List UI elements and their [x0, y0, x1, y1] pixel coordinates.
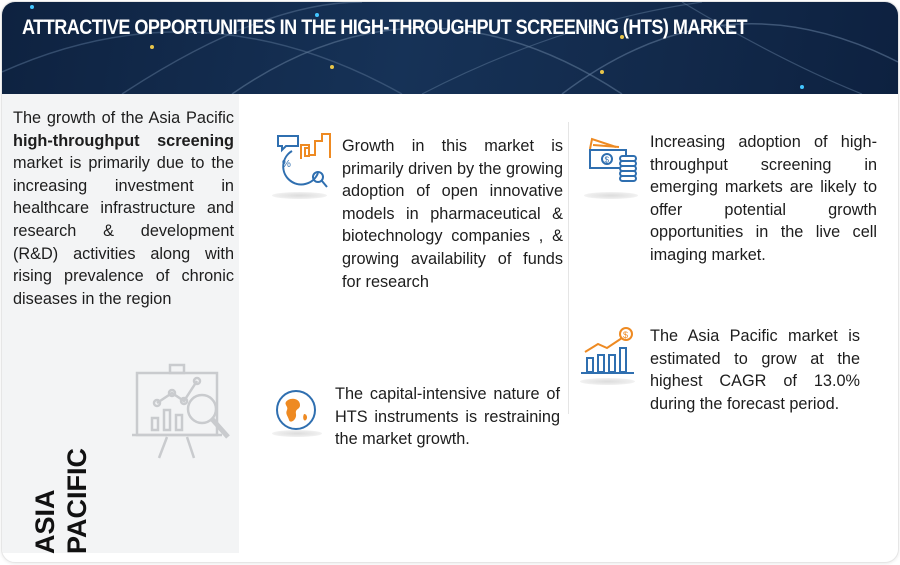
growth-chart-percent-icon: %: [277, 133, 331, 188]
summary-highlight: high-throughput screening: [13, 131, 234, 150]
region-summary-text: The growth of the Asia Pacific high-thro…: [13, 107, 234, 310]
money-coins-icon: $: [589, 137, 637, 182]
region-label: ASIA PACIFIC: [30, 448, 130, 554]
svg-text:$: $: [605, 156, 610, 165]
bar-chart-dollar-icon: $: [581, 327, 634, 374]
summary-text-part: market is primarily due to the increasin…: [13, 154, 234, 308]
network-lines-decoration: [2, 2, 898, 94]
insight-driver-text: Growth in this market is primarily drive…: [342, 137, 563, 291]
insight-restraint-text: The capital-intensive nature of HTS inst…: [335, 385, 560, 449]
icon-shadow: [584, 192, 638, 199]
icon-shadow: [272, 192, 327, 199]
svg-text:%: %: [282, 159, 291, 170]
region-panel: The growth of the Asia Pacific high-thro…: [2, 94, 239, 554]
insight-opportunity-text: Increasing adoption of high-throughput s…: [650, 133, 877, 264]
region-label-line2: PACIFIC: [62, 448, 92, 554]
svg-text:$: $: [623, 330, 628, 340]
insight-cagr-text: The Asia Pacific market is estimated to …: [650, 327, 860, 413]
page-title: ATTRACTIVE OPPORTUNITIES IN THE HIGH-THR…: [22, 16, 748, 39]
icon-shadow: [272, 430, 322, 437]
presentation-analytics-icon: [132, 363, 230, 459]
icon-shadow: [580, 378, 635, 385]
region-label-line1: ASIA: [30, 489, 60, 554]
header-banner: ATTRACTIVE OPPORTUNITIES IN THE HIGH-THR…: [2, 2, 898, 94]
summary-text-part: The growth of the Asia Pacific: [13, 109, 234, 127]
globe-icon: [276, 390, 316, 430]
column-divider: [568, 122, 569, 414]
